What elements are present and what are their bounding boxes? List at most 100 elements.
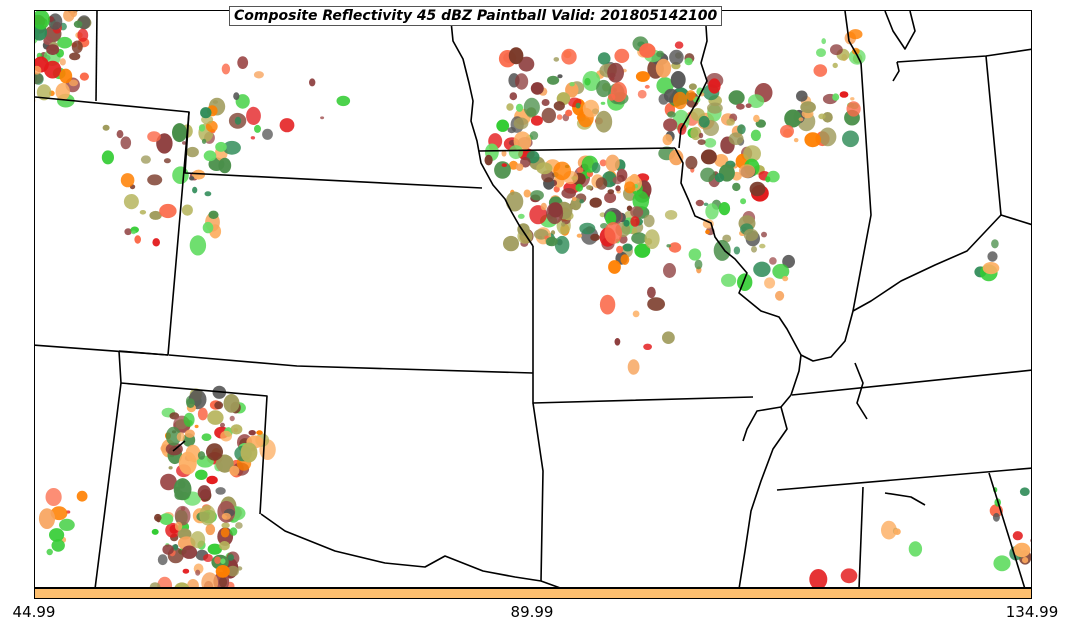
paintball-cell — [509, 92, 518, 101]
paintball-cell — [667, 111, 676, 118]
paintball-cell — [1013, 542, 1031, 558]
paintball-cell — [697, 139, 706, 146]
paintball-cell — [664, 210, 678, 220]
paintball-cell — [120, 173, 135, 188]
paintball-cell — [809, 569, 828, 587]
paintball-cell — [627, 359, 640, 375]
paintball-cell — [553, 185, 560, 193]
paintball-cell — [753, 114, 760, 123]
paintball-cell — [846, 101, 861, 117]
paintball-cell — [728, 90, 745, 105]
paintball-cell — [205, 523, 216, 536]
paintball-cell — [223, 394, 240, 413]
paintball-cell — [160, 473, 177, 491]
paintball-cell — [215, 141, 227, 152]
paintball-cell — [556, 114, 563, 120]
paintball-cell — [982, 262, 1000, 275]
paintball-cell — [235, 94, 250, 109]
paintball-cell — [262, 128, 273, 140]
paintball-cell — [582, 71, 601, 91]
paintball-cell — [623, 219, 630, 227]
paintball-cell — [796, 90, 808, 102]
paintball-cell — [186, 146, 199, 158]
paintball-cell — [622, 243, 633, 252]
paintball-cell — [184, 429, 195, 438]
paintball-cell — [793, 138, 799, 143]
paintball-cell — [237, 56, 249, 69]
paintball-cell — [690, 126, 702, 141]
paintball-cell — [595, 110, 613, 133]
paintball-cell — [666, 244, 671, 248]
paintball-cell — [173, 478, 192, 501]
paintball-cell — [140, 155, 151, 164]
paintball-cell — [561, 188, 576, 199]
paintball-cell — [221, 522, 230, 529]
paintball-cell — [201, 433, 212, 442]
paintball-cell — [35, 73, 44, 85]
paintball-cell — [207, 410, 224, 425]
paintball-cell — [517, 213, 525, 219]
colorbar-tick-min: 44.99 — [12, 603, 56, 621]
paintball-cell — [214, 401, 224, 410]
paintball-cell — [595, 177, 608, 190]
paintball-cell — [59, 518, 75, 531]
paintball-cell — [599, 294, 616, 315]
paintball-cell — [540, 202, 547, 211]
paintball-cell — [612, 176, 623, 185]
paintball-cell — [591, 162, 601, 174]
paintball-cell — [202, 221, 214, 234]
paintball-cell — [818, 113, 826, 120]
paintball-cell — [76, 490, 88, 502]
paintball-cell — [227, 554, 234, 561]
paintball-cell — [157, 554, 168, 566]
paintball-cell — [208, 210, 219, 219]
paintball-cell — [704, 138, 717, 148]
paintball-cell — [553, 161, 572, 181]
paintball-cell — [187, 579, 199, 587]
paintball-cell — [571, 196, 577, 202]
paintball-cell — [832, 93, 840, 101]
paintball-cell — [513, 117, 529, 130]
paintball-cell — [604, 222, 622, 244]
paintball-cell — [35, 11, 50, 30]
paintball-cell — [336, 95, 351, 107]
paintball-cell — [608, 93, 616, 101]
paintball-cell — [737, 124, 746, 135]
paintball-cell — [632, 310, 640, 318]
paintball-cell — [908, 541, 923, 557]
paintball-cell — [780, 124, 794, 138]
paintball-cell — [643, 343, 652, 350]
paintball-cell — [705, 229, 710, 235]
paintball-cell — [46, 548, 53, 556]
paintball-cell — [51, 539, 65, 552]
colorbar — [34, 588, 1032, 599]
paintball-cell — [507, 127, 516, 134]
paintball-cell — [49, 528, 65, 542]
paintball-cell — [197, 485, 211, 500]
paintball-cell — [772, 263, 790, 279]
paintball-cell — [203, 554, 213, 562]
paintball-cell — [220, 527, 230, 538]
paintball-cell — [152, 238, 160, 247]
paintball-cell — [992, 512, 1000, 522]
paintball-cell — [248, 430, 256, 436]
paintball-cell — [214, 556, 222, 564]
paintball-cell — [630, 206, 644, 219]
paintball-cell — [608, 260, 621, 274]
paintball-cell — [226, 565, 239, 577]
paintball-cell — [77, 28, 89, 42]
paintball-cell — [116, 130, 124, 139]
paintball-cell — [604, 192, 617, 204]
paintball-cell — [55, 83, 70, 101]
paintball-cell — [813, 64, 828, 77]
paintball-cell — [635, 71, 650, 82]
paintball-cell — [229, 527, 238, 536]
paintball-cell — [714, 154, 729, 167]
paintball-cell — [508, 145, 523, 160]
paintball-cell — [630, 216, 640, 227]
paintball-cell — [775, 290, 785, 301]
paintball-cell — [154, 513, 162, 522]
paintball-cell — [43, 36, 53, 45]
paintball-cell — [157, 576, 173, 587]
paintball-cell — [501, 163, 507, 168]
